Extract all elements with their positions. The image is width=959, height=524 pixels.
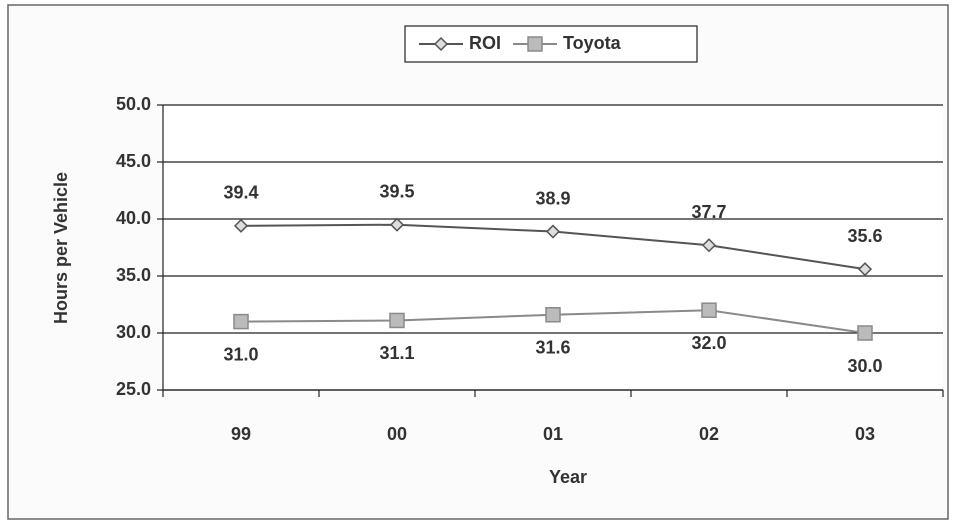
data-label: 37.7 — [691, 202, 726, 222]
data-label: 31.1 — [379, 343, 414, 363]
data-point — [233, 313, 249, 330]
plot-area — [163, 105, 943, 390]
y-tick-label: 30.0 — [116, 322, 151, 342]
data-point — [233, 218, 249, 233]
x-tick-label: 00 — [387, 424, 407, 444]
data-point — [701, 302, 717, 318]
legend-marker — [433, 36, 449, 52]
data-label: 30.0 — [847, 356, 882, 376]
data-label: 35.6 — [847, 226, 882, 246]
legend-marker — [527, 36, 543, 52]
data-label: 39.5 — [379, 181, 414, 201]
data-label: 38.9 — [535, 188, 570, 208]
y-tick-label: 45.0 — [116, 151, 151, 171]
x-tick-label: 02 — [699, 424, 719, 444]
y-axis-label: Hours per Vehicle — [51, 172, 71, 324]
data-point — [857, 262, 873, 277]
data-label: 39.4 — [223, 183, 258, 203]
data-point — [545, 224, 561, 239]
data-label: 32.0 — [691, 333, 726, 353]
data-label: 31.0 — [223, 344, 258, 364]
y-tick-label: 25.0 — [116, 379, 151, 399]
y-tick-label: 50.0 — [116, 94, 151, 114]
x-tick-label: 01 — [543, 424, 563, 444]
data-point — [389, 312, 405, 329]
x-tick-label: 03 — [855, 424, 875, 444]
x-tick-label: 99 — [231, 424, 251, 444]
y-tick-label: 40.0 — [116, 208, 151, 228]
legend-label: Toyota — [563, 33, 622, 53]
data-label: 31.6 — [535, 338, 570, 358]
data-point — [701, 238, 717, 253]
legend-label: ROI — [469, 33, 501, 53]
data-point — [389, 217, 405, 232]
data-point — [545, 307, 561, 323]
x-axis-label: Year — [549, 467, 587, 487]
y-tick-label: 35.0 — [116, 265, 151, 285]
data-point — [857, 325, 873, 341]
